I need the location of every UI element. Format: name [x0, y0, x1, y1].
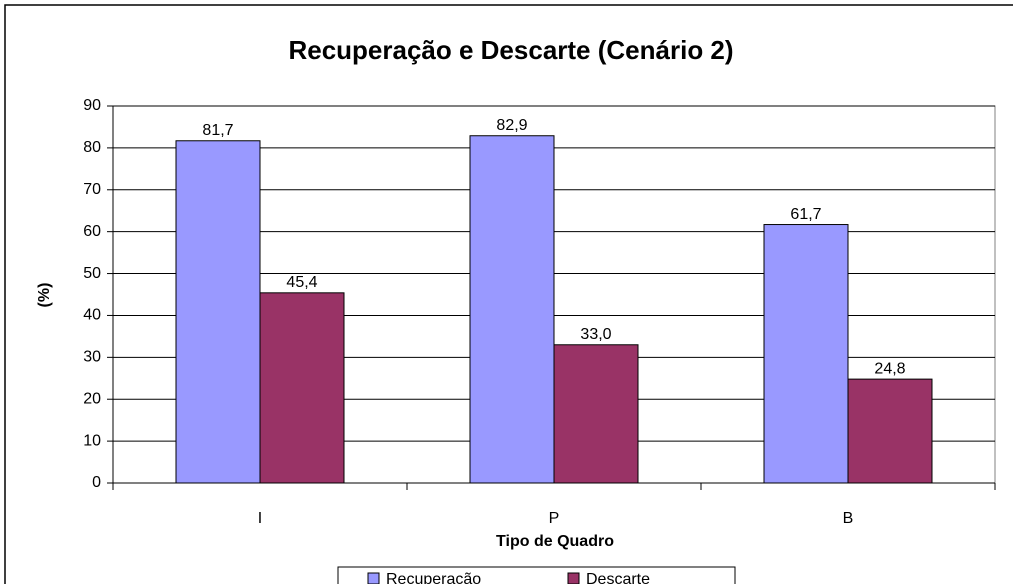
- y-tick-label: 60: [83, 223, 101, 240]
- chart-title: Recuperação e Descarte (Cenário 2): [288, 35, 733, 65]
- y-tick-label: 90: [83, 97, 101, 114]
- x-tick-label: I: [258, 510, 262, 527]
- y-tick-label: 30: [83, 349, 101, 366]
- bar: [553, 344, 639, 484]
- x-axis-title: Tipo de Quadro: [496, 533, 614, 550]
- y-tick-label: 10: [83, 432, 101, 449]
- y-axis-title: (%): [36, 283, 53, 308]
- legend-label: Descarte: [586, 571, 650, 584]
- data-label: 81,7: [202, 122, 233, 139]
- bar: [259, 292, 345, 484]
- y-tick-label: 80: [83, 139, 101, 156]
- data-label: 61,7: [790, 206, 821, 223]
- data-label: 45,4: [286, 274, 317, 291]
- x-tick-label: P: [549, 510, 560, 527]
- data-label: 82,9: [496, 117, 527, 134]
- y-tick-label: 40: [83, 307, 101, 324]
- x-tick-label: B: [843, 510, 854, 527]
- bar: [847, 378, 933, 484]
- data-label: 24,8: [874, 360, 905, 377]
- bar: [175, 140, 261, 484]
- y-tick-label: 0: [92, 474, 101, 491]
- legend-label: Recuperação: [386, 571, 481, 584]
- legend: [337, 566, 736, 584]
- data-label: 33,0: [580, 326, 611, 343]
- bar: [469, 135, 555, 484]
- legend-swatch: [367, 572, 380, 584]
- y-tick-label: 20: [83, 390, 101, 407]
- bar: [763, 224, 849, 484]
- y-tick-label: 70: [83, 181, 101, 198]
- y-tick-label: 50: [83, 265, 101, 282]
- legend-swatch: [567, 572, 580, 584]
